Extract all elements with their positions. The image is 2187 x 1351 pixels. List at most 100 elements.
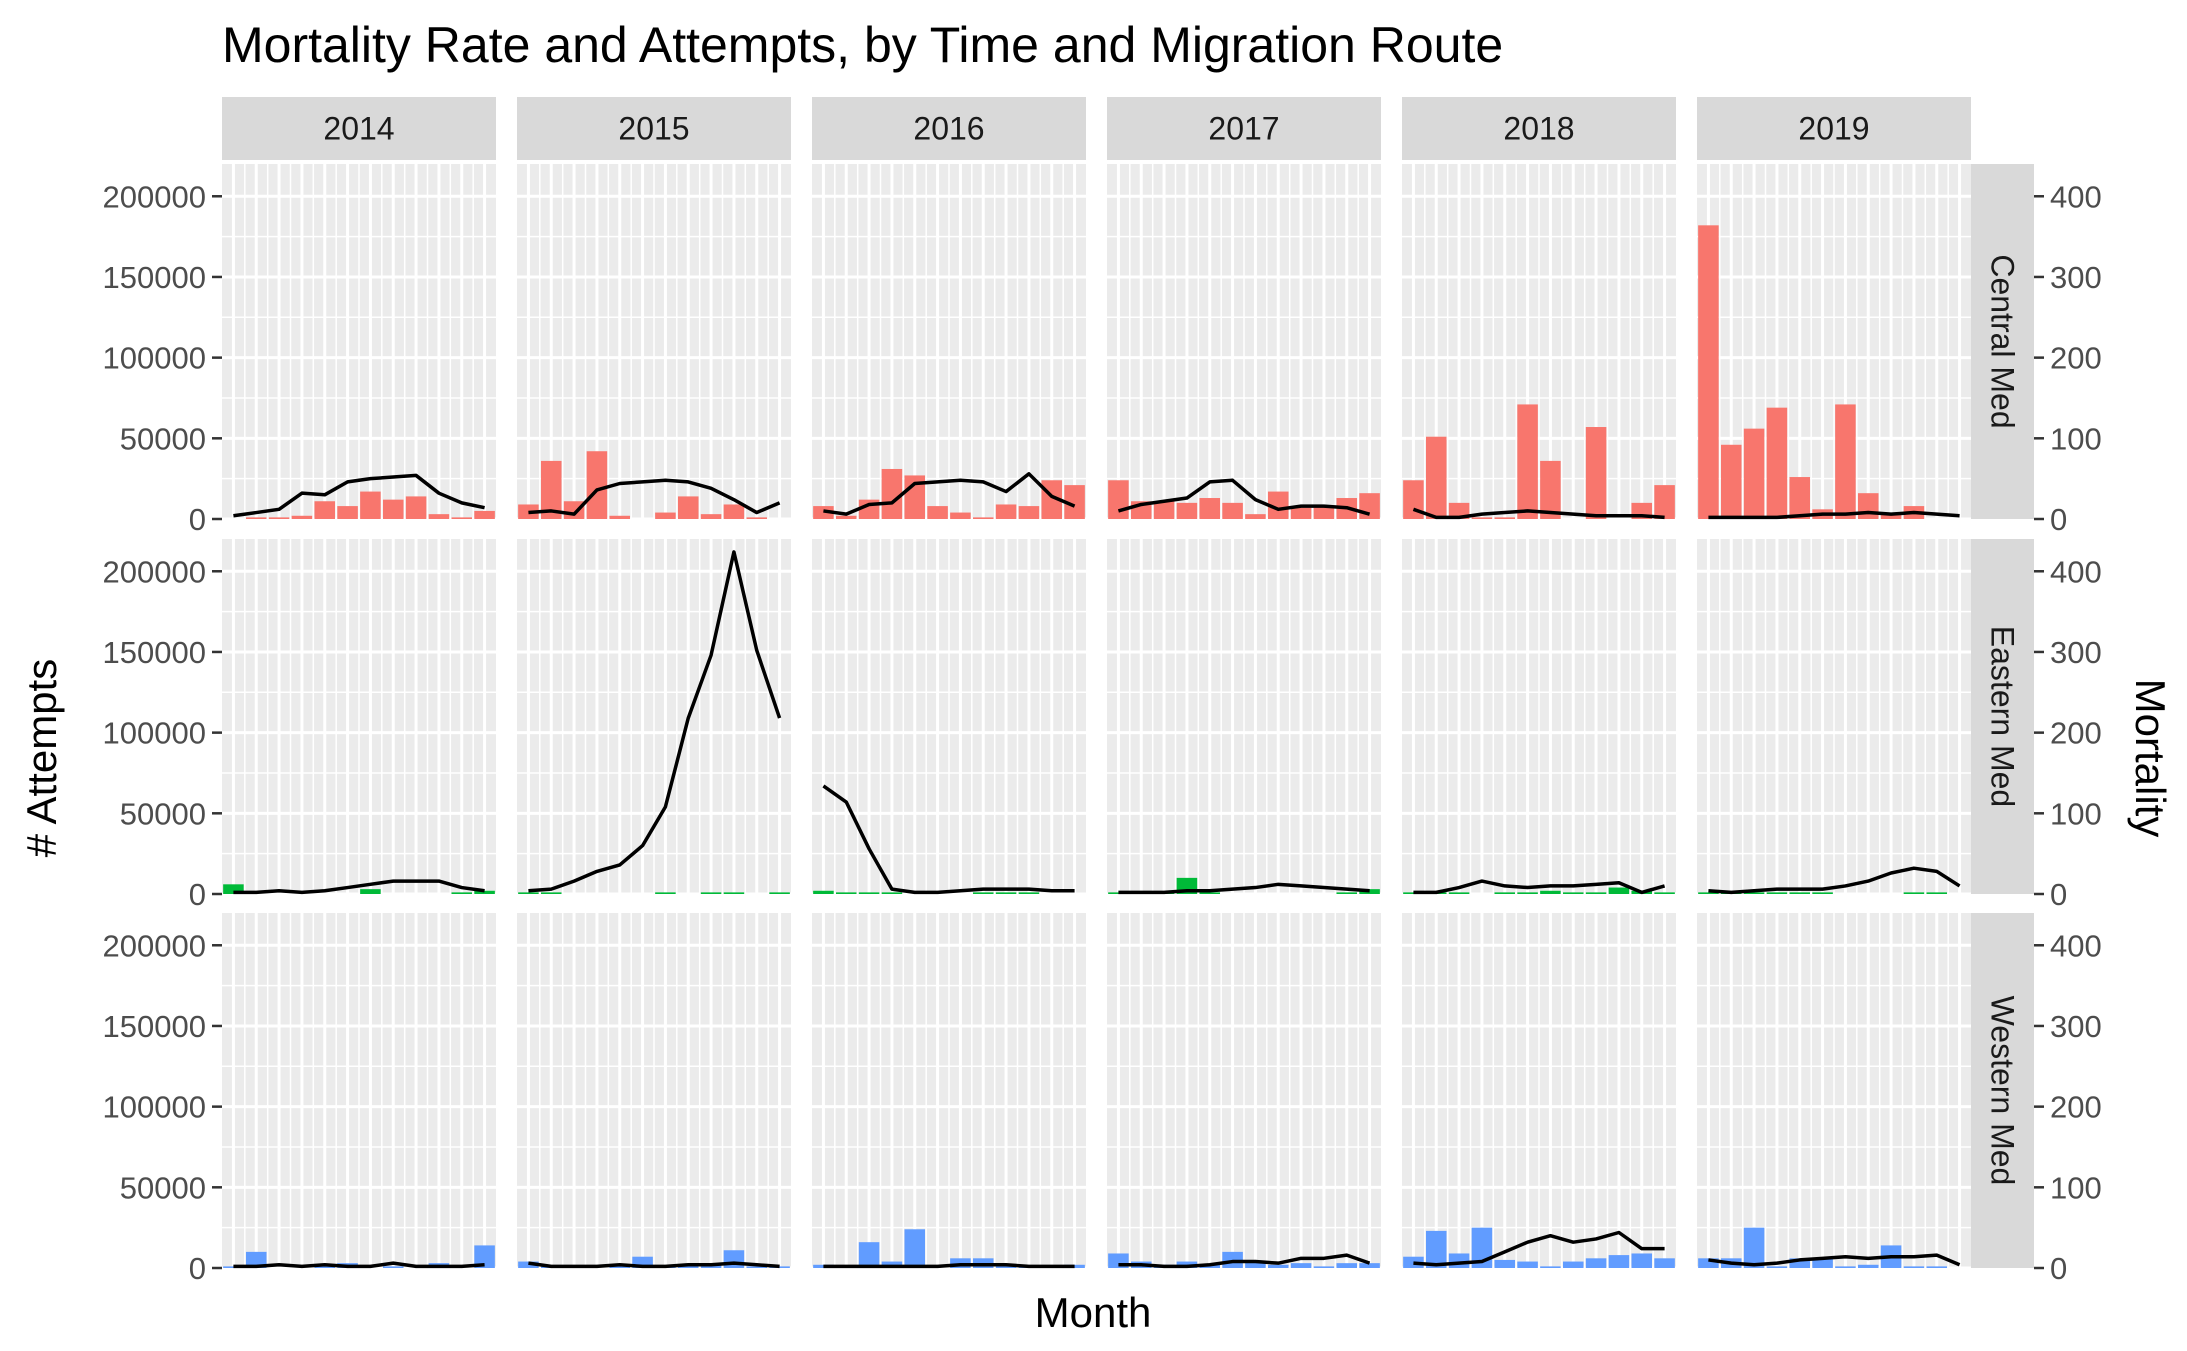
- attempts-bar: [1540, 1266, 1561, 1268]
- attempts-bar: [360, 491, 381, 519]
- y-right-tick-label: 300: [2050, 635, 2102, 670]
- route-strip-label: Eastern Med: [1985, 626, 2021, 807]
- route-strip: [1971, 539, 2034, 894]
- route-strip-label: Western Med: [1985, 996, 2021, 1186]
- attempts-bar: [858, 1242, 880, 1268]
- facet-panel: [517, 539, 791, 896]
- facet-panel: [1697, 913, 1971, 1270]
- attempts-bar: [1359, 1263, 1380, 1268]
- y-tick-label: 50000: [120, 1170, 206, 1205]
- y-right-tick-label: 100: [2050, 1170, 2102, 1205]
- y-right-tick-label: 100: [2050, 796, 2102, 831]
- attempts-bar: [1880, 514, 1902, 519]
- attempts-bar: [995, 504, 1017, 519]
- attempts-bar: [1176, 502, 1198, 519]
- attempts-bar: [518, 892, 539, 894]
- year-strip-label: 2015: [618, 111, 689, 147]
- attempts-bar: [474, 1245, 495, 1268]
- mortality-line: [1118, 1253, 1371, 1269]
- y-tick-label: 150000: [103, 1009, 206, 1044]
- y-right-tick-label: 300: [2050, 1009, 2102, 1044]
- attempts-bar: [1857, 1264, 1879, 1268]
- attempts-bar: [1313, 1266, 1335, 1268]
- attempts-bar: [1199, 892, 1221, 894]
- attempts-bar: [474, 890, 495, 894]
- attempts-bar: [1494, 1259, 1516, 1268]
- y-tick-label: 0: [189, 502, 206, 537]
- attempts-bar: [746, 517, 768, 519]
- y-tick-label: 50000: [120, 421, 206, 456]
- attempts-bar: [972, 892, 994, 894]
- attempts-bar: [540, 892, 562, 894]
- attempts-bar: [881, 468, 903, 519]
- attempts-bar: [1654, 485, 1675, 519]
- attempts-bar: [360, 889, 381, 894]
- y-axis-title-left: # Attempts: [18, 659, 65, 857]
- attempts-bar: [1789, 1258, 1811, 1268]
- attempts-bar: [1336, 1263, 1358, 1268]
- attempts-bar: [586, 451, 608, 519]
- attempts-bar: [1812, 892, 1833, 894]
- attempts-bar: [1517, 404, 1538, 519]
- facet-panel: [222, 539, 496, 896]
- facet-panel: [1107, 913, 1381, 1270]
- facet-panel: [812, 913, 1086, 1270]
- attempts-bar: [451, 517, 473, 519]
- y-axis-title-right: Mortality: [2127, 679, 2174, 838]
- attempts-bar: [769, 892, 790, 894]
- attempts-bar: [1290, 1263, 1312, 1268]
- attempts-bar: [1517, 1261, 1538, 1268]
- attempts-bar: [1267, 491, 1289, 519]
- attempts-bar: [1448, 892, 1470, 894]
- attempts-bar: [1585, 1258, 1607, 1268]
- year-strip: [1107, 97, 1381, 160]
- attempts-bar: [1857, 493, 1879, 519]
- y-tick-label: 150000: [103, 635, 206, 670]
- mortality-line: [822, 784, 1075, 895]
- attempts-bar: [1403, 1256, 1424, 1268]
- attempts-bar: [268, 517, 290, 519]
- facet-panel: [812, 539, 1086, 896]
- attempts-bar: [995, 892, 1017, 894]
- year-strip: [1402, 97, 1676, 160]
- year-strip-label: 2018: [1503, 111, 1574, 147]
- attempts-bar: [1245, 1261, 1266, 1268]
- attempts-bar: [1766, 892, 1788, 894]
- y-tick-label: 200000: [103, 179, 206, 214]
- year-strip: [812, 97, 1086, 160]
- attempts-bar: [1267, 1264, 1289, 1268]
- attempts-bar: [314, 1266, 336, 1268]
- attempts-bar: [950, 512, 971, 519]
- facet-panel: [1402, 913, 1676, 1270]
- mortality-line: [1413, 879, 1666, 895]
- attempts-bar: [428, 514, 450, 519]
- attempts-bar: [1199, 498, 1221, 519]
- attempts-bar: [858, 892, 880, 894]
- y-right-tick-label: 400: [2050, 554, 2102, 589]
- attempts-bar: [1720, 444, 1742, 519]
- y-tick-label: 100000: [103, 716, 206, 751]
- attempts-bar: [1903, 1266, 1925, 1268]
- attempts-bar: [245, 1251, 267, 1268]
- attempts-bar: [1585, 427, 1607, 519]
- year-strip-label: 2014: [323, 111, 394, 147]
- attempts-bar: [1290, 507, 1312, 519]
- attempts-bar: [1743, 892, 1765, 894]
- route-strip: [1971, 164, 2034, 519]
- attempts-bar: [1903, 892, 1925, 894]
- mortality-line: [1708, 1253, 1961, 1267]
- y-right-tick-label: 400: [2050, 928, 2102, 963]
- year-strip-label: 2016: [913, 111, 984, 147]
- attempts-bar: [1766, 407, 1788, 519]
- attempts-bar: [1926, 892, 1948, 894]
- year-strip-label: 2017: [1208, 111, 1279, 147]
- attempts-bar: [1562, 892, 1584, 894]
- attempts-bar: [700, 892, 722, 894]
- y-tick-label: 0: [189, 877, 206, 912]
- attempts-bar: [677, 496, 699, 519]
- mortality-line: [233, 1261, 485, 1269]
- attempts-bar: [382, 499, 404, 519]
- mortality-line: [1708, 510, 1960, 520]
- facet-panel: [1402, 164, 1676, 521]
